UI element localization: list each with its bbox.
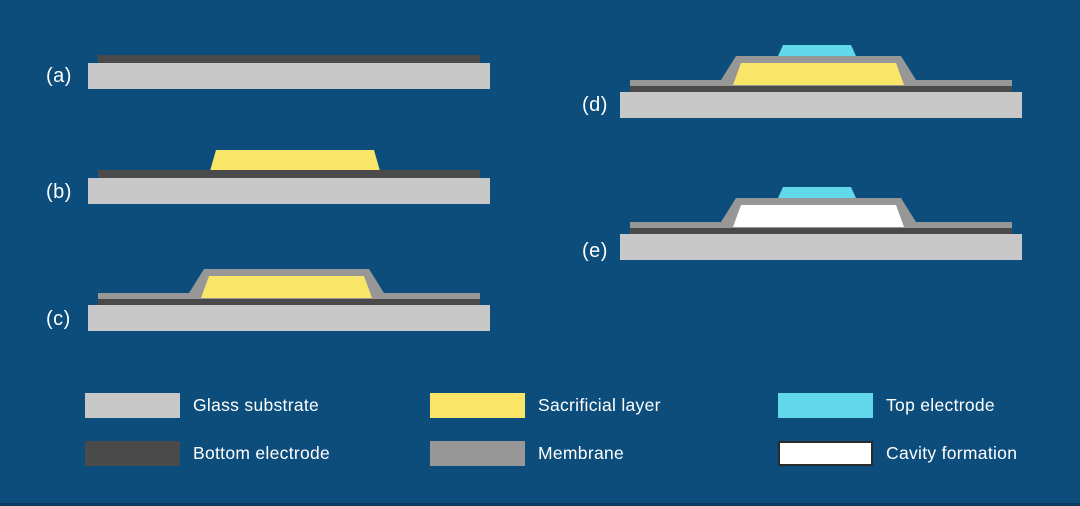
step-a-drawing xyxy=(88,55,490,89)
legend-item-top-electrode: Top electrode xyxy=(778,393,995,418)
bottom-electrode-layer xyxy=(630,226,1012,234)
glass-substrate-layer xyxy=(620,92,1022,118)
step-c-label: (c) xyxy=(46,308,71,330)
legend-swatch-bottom-electrode xyxy=(85,441,180,466)
step-c-panel xyxy=(88,269,490,331)
legend-label-top-electrode: Top electrode xyxy=(886,395,995,415)
step-d-panel xyxy=(620,45,1022,118)
bottom-electrode-layer xyxy=(98,55,480,63)
step-b-panel xyxy=(88,150,490,204)
top-electrode-layer xyxy=(778,45,856,56)
cavity-shape xyxy=(733,205,904,227)
legend-item-bottom-electrode: Bottom electrode xyxy=(85,441,330,466)
sacrificial-layer-shape xyxy=(210,150,380,171)
legend-item-sacrificial-layer: Sacrificial layer xyxy=(430,393,661,418)
sacrificial-layer-shape xyxy=(201,276,372,298)
step-a-label: (a) xyxy=(46,65,72,87)
legend-label-bottom-electrode: Bottom electrode xyxy=(193,443,331,463)
legend-swatch-membrane xyxy=(430,441,525,466)
legend-label-glass-substrate: Glass substrate xyxy=(193,395,320,415)
legend-item-membrane: Membrane xyxy=(430,441,624,466)
step-b-label: (b) xyxy=(46,181,72,203)
legend-label-cavity-formation: Cavity formation xyxy=(886,443,1018,463)
glass-substrate-layer xyxy=(88,178,490,204)
legend-swatch-glass-substrate xyxy=(85,393,180,418)
top-electrode-layer xyxy=(778,187,856,198)
legend-swatch-top-electrode xyxy=(778,393,873,418)
legend-swatch-cavity-formation xyxy=(778,441,873,466)
bottom-electrode-layer xyxy=(98,170,480,178)
legend-label-sacrificial-layer: Sacrificial layer xyxy=(538,395,661,415)
legend-item-glass-substrate: Glass substrate xyxy=(85,393,319,418)
legend-label-membrane: Membrane xyxy=(538,443,625,463)
step-e-panel xyxy=(620,187,1022,260)
glass-substrate-layer xyxy=(620,234,1022,260)
step-e-drawing xyxy=(620,187,1022,260)
bottom-electrode-layer xyxy=(630,84,1012,92)
step-a-panel xyxy=(88,55,490,89)
glass-substrate-layer xyxy=(88,305,490,331)
step-b-drawing xyxy=(88,150,490,204)
step-d-drawing xyxy=(620,45,1022,118)
bottom-electrode-layer xyxy=(98,298,480,306)
sacrificial-layer-shape xyxy=(733,63,904,85)
glass-substrate-layer xyxy=(88,63,490,89)
legend-item-cavity-formation: Cavity formation xyxy=(778,441,1017,466)
step-e-label: (e) xyxy=(582,240,608,262)
step-c-drawing xyxy=(88,269,490,331)
step-d-label: (d) xyxy=(582,94,608,116)
legend-swatch-sacrificial-layer xyxy=(430,393,525,418)
